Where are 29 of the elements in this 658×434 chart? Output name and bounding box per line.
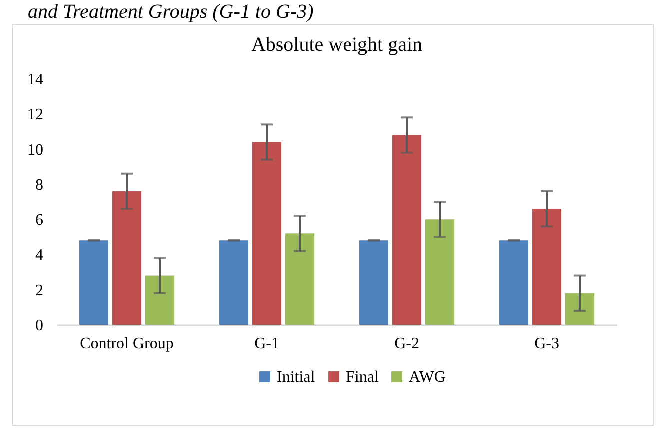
bar — [392, 135, 422, 325]
x-tick-label: G-2 — [394, 336, 420, 352]
y-tick-label: 12 — [28, 106, 44, 124]
legend-label: AWG — [409, 369, 446, 386]
legend-label: Initial — [277, 369, 316, 386]
y-tick-label: 10 — [28, 142, 44, 159]
text: and Treatment Groups (G-1 to G-3) — [27, 0, 315, 24]
bar — [499, 240, 528, 325]
y-tick-label: 2 — [36, 282, 44, 300]
bar — [112, 191, 142, 325]
bar — [426, 220, 455, 325]
chart-title: Absolute weight gain — [251, 34, 423, 56]
x-tick-label: G-3 — [534, 336, 560, 352]
y-tick-label: 4 — [36, 247, 44, 264]
y-tick-label: 6 — [36, 212, 44, 230]
legend-label: Final — [346, 369, 380, 386]
bar — [532, 209, 562, 325]
bar — [146, 276, 175, 325]
bar — [219, 240, 248, 325]
x-tick-label: Control Group — [80, 336, 174, 352]
bar — [286, 234, 315, 325]
bar — [359, 240, 388, 325]
bar — [566, 293, 595, 325]
y-tick-label: 14 — [28, 72, 44, 88]
y-tick-label: 8 — [36, 176, 44, 194]
bar — [252, 142, 282, 325]
x-tick-label: G-1 — [254, 336, 280, 352]
bar — [79, 240, 108, 325]
y-tick-label: 0 — [36, 318, 44, 334]
